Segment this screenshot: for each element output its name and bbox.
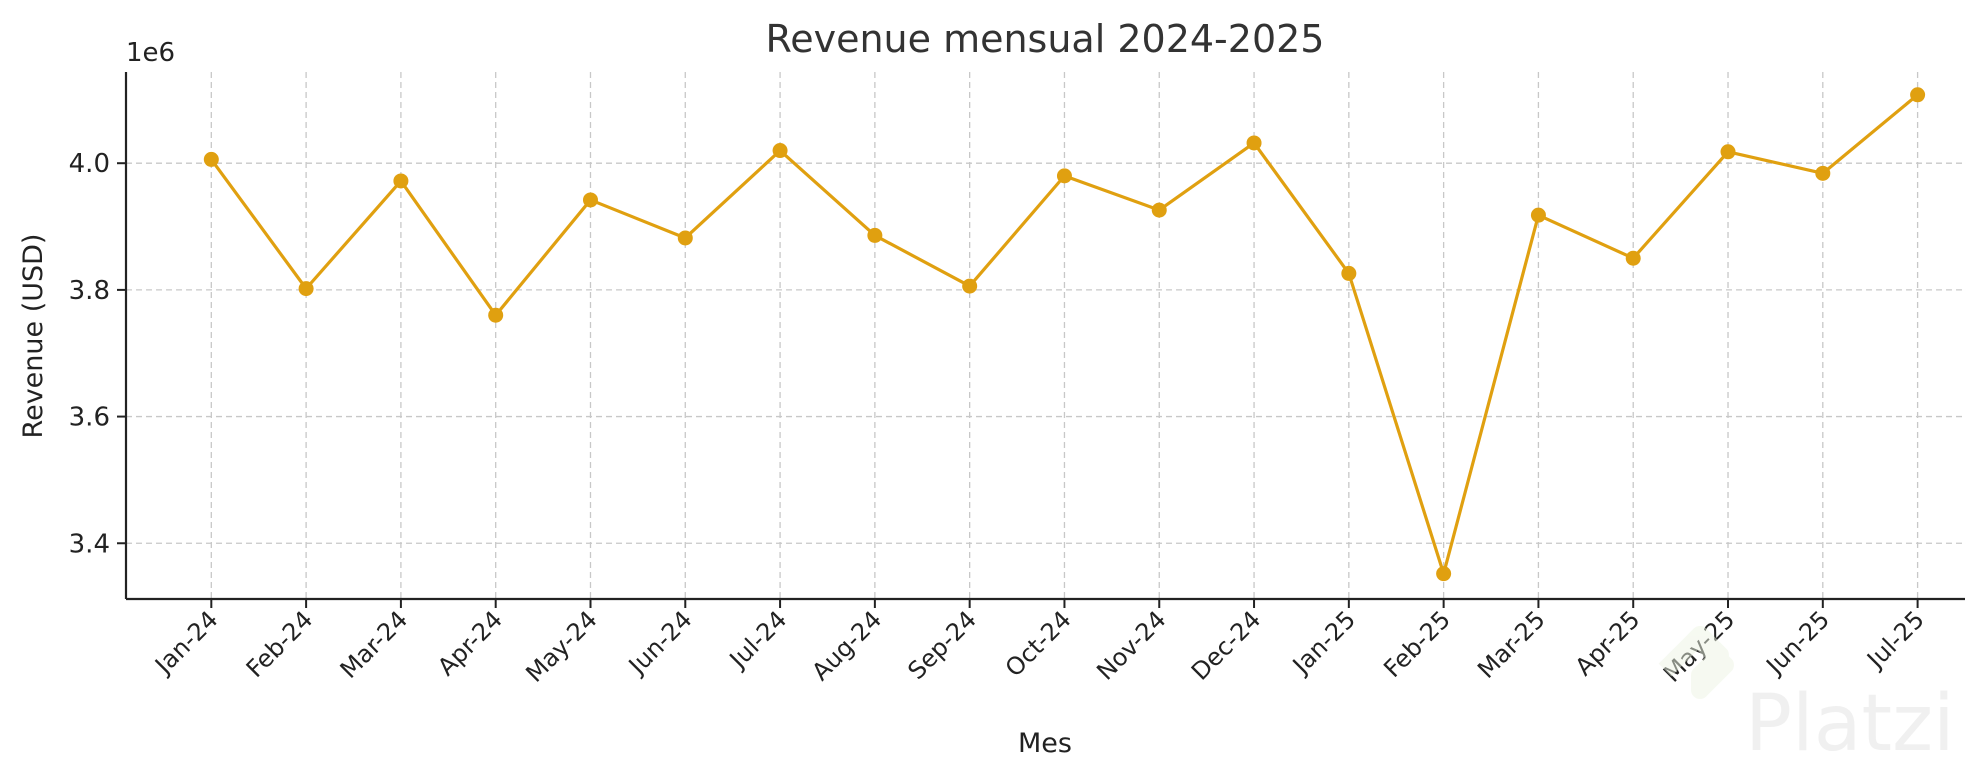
y-tick-label: 3.8 [69, 276, 110, 306]
x-tick-label: Oct-24 [1000, 605, 1077, 682]
data-point-jun-24 [677, 230, 693, 246]
data-point-jul-25 [1910, 87, 1926, 103]
y-axis-label: Revenue (USD) [18, 234, 49, 439]
data-point-jan-25 [1341, 265, 1357, 281]
chart-title: Revenue mensual 2024-2025 [766, 17, 1325, 61]
data-point-jan-24 [203, 151, 219, 167]
data-point-mar-24 [393, 173, 409, 189]
x-ticks: Jan-24 Feb-24 Mar-24 Apr-24 May-24 Jun-24 Jul-… [148, 599, 1930, 688]
x-tick-label: Apr-25 [1570, 605, 1646, 681]
x-tick-label: Aug-24 [806, 605, 887, 686]
data-point-dec-24 [1246, 135, 1262, 151]
data-point-apr-24 [488, 307, 504, 323]
data-point-may-24 [582, 192, 598, 208]
x-tick-label: Jan-24 [148, 605, 223, 680]
x-tick-label: Apr-24 [432, 605, 508, 681]
data-point-nov-24 [1151, 202, 1167, 218]
data-point-apr-25 [1625, 250, 1641, 266]
data-point-jun-25 [1815, 165, 1831, 181]
y-tick-label: 3.4 [69, 529, 110, 559]
axes [124, 72, 1965, 601]
x-tick-label: Jun-24 [622, 605, 697, 680]
x-tick-label: Sep-24 [902, 605, 982, 685]
data-point-may-25 [1720, 144, 1736, 160]
x-tick-label: May-24 [520, 605, 602, 687]
y-tick-label: 4.0 [69, 149, 110, 179]
data-point-oct-24 [1056, 168, 1072, 184]
data-point-sep-24 [962, 278, 978, 294]
y-offset-label: 1e6 [126, 38, 175, 68]
x-tick-label: Feb-24 [241, 605, 319, 683]
grid [126, 72, 1965, 599]
x-tick-label: Mar-25 [1472, 605, 1550, 683]
x-tick-label: Dec-24 [1186, 605, 1266, 685]
y-tick-label: 3.6 [69, 403, 110, 433]
data-point-aug-24 [867, 227, 883, 243]
x-tick-label: Mar-24 [335, 605, 413, 683]
x-tick-label: Feb-25 [1378, 605, 1456, 683]
x-tick-label: Jul-24 [723, 605, 792, 674]
x-tick-label: Jan-25 [1286, 605, 1361, 680]
platzi-watermark: Platzi [1658, 626, 1955, 769]
data-point-feb-24 [298, 281, 314, 297]
series [203, 87, 1926, 582]
y-ticks: 3.4 3.6 3.8 4.0 [69, 149, 126, 559]
data-point-mar-25 [1530, 207, 1546, 223]
x-axis-label: Mes [1018, 728, 1072, 759]
x-tick-label: Jul-25 [1860, 605, 1929, 674]
x-tick-label: Jun-25 [1760, 605, 1835, 680]
x-tick-label: Nov-24 [1091, 605, 1171, 685]
data-point-feb-25 [1436, 566, 1452, 582]
watermark-text: Platzi [1745, 679, 1955, 769]
platzi-logo-icon [1658, 626, 1734, 699]
data-point-jul-24 [772, 143, 788, 159]
